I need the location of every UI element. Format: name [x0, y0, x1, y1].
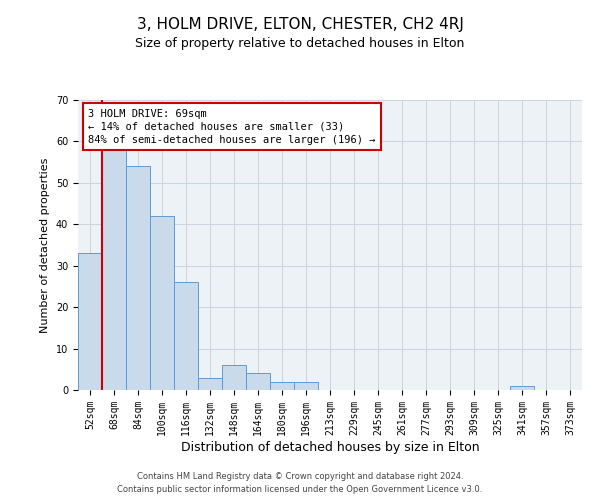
Bar	[294, 382, 318, 390]
Text: 3 HOLM DRIVE: 69sqm
← 14% of detached houses are smaller (33)
84% of semi-detach: 3 HOLM DRIVE: 69sqm ← 14% of detached ho…	[88, 108, 376, 145]
Text: Contains HM Land Registry data © Crown copyright and database right 2024.: Contains HM Land Registry data © Crown c…	[137, 472, 463, 481]
Text: 3, HOLM DRIVE, ELTON, CHESTER, CH2 4RJ: 3, HOLM DRIVE, ELTON, CHESTER, CH2 4RJ	[137, 18, 463, 32]
Y-axis label: Number of detached properties: Number of detached properties	[40, 158, 50, 332]
Bar	[126, 166, 150, 390]
Text: Size of property relative to detached houses in Elton: Size of property relative to detached ho…	[136, 38, 464, 51]
Bar	[174, 282, 198, 390]
Text: Contains public sector information licensed under the Open Government Licence v3: Contains public sector information licen…	[118, 485, 482, 494]
Bar	[510, 386, 534, 390]
Bar	[78, 254, 102, 390]
X-axis label: Distribution of detached houses by size in Elton: Distribution of detached houses by size …	[181, 440, 479, 454]
Bar	[270, 382, 294, 390]
Bar	[150, 216, 174, 390]
Bar	[222, 365, 246, 390]
Bar	[246, 374, 270, 390]
Bar	[198, 378, 222, 390]
Bar	[102, 146, 126, 390]
